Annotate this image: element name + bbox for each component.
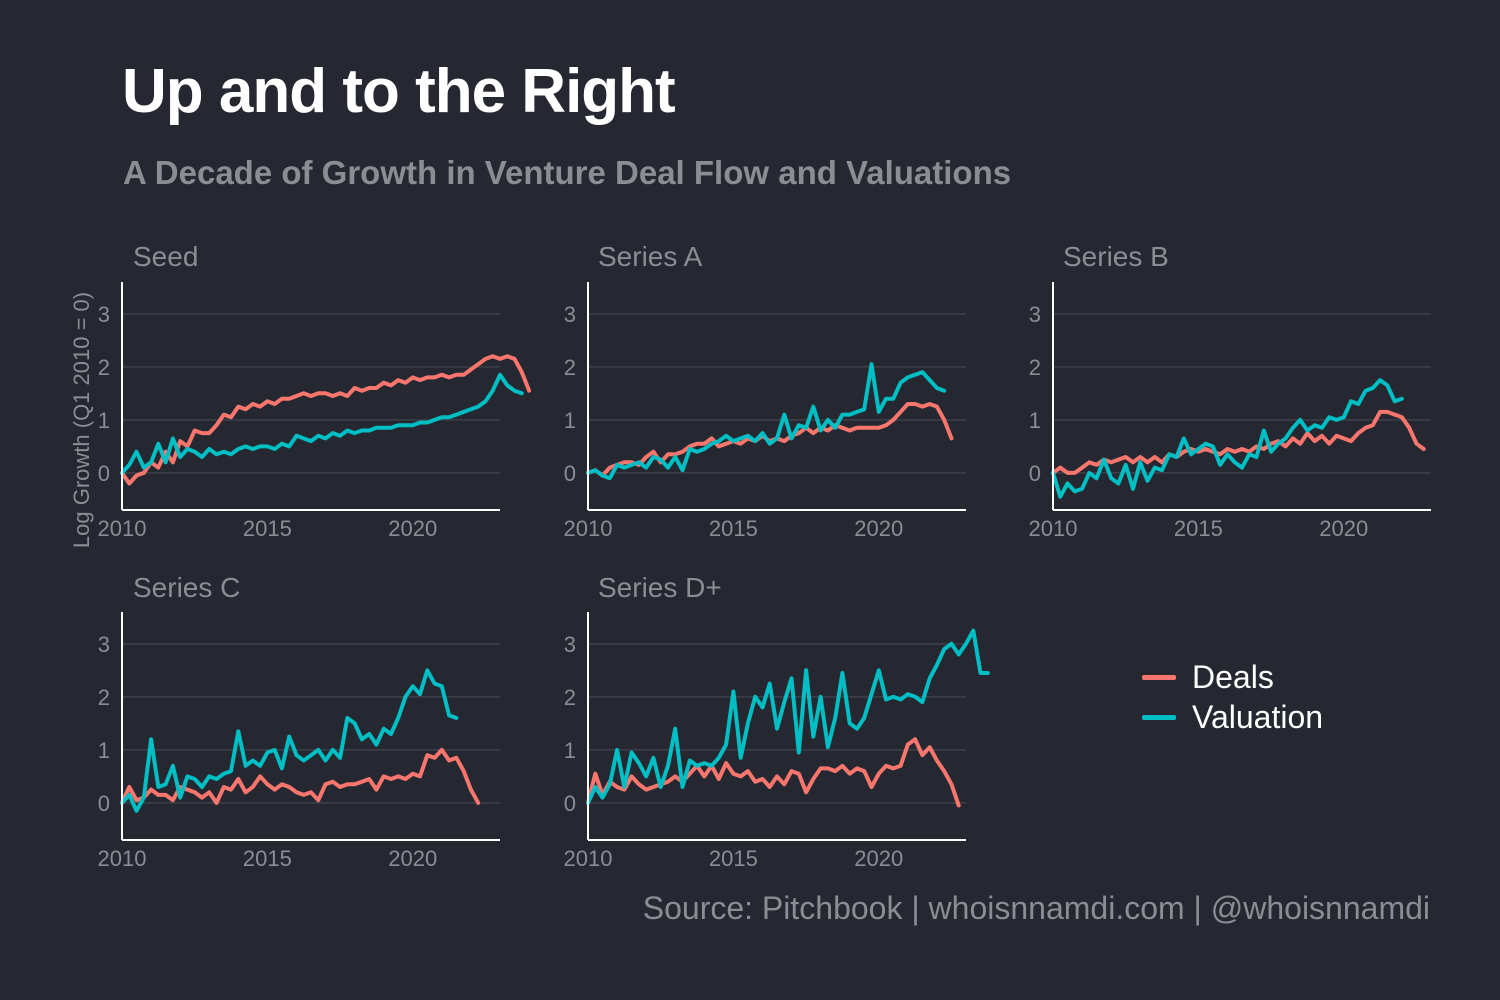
- source-caption: Source: Pitchbook | whoisnnamdi.com | @w…: [642, 890, 1430, 926]
- legend-item-valuation: Valuation: [1142, 697, 1323, 737]
- panel-title: Series B: [1063, 241, 1169, 272]
- chart-title: Up and to the Right: [122, 57, 676, 126]
- x-tick-label: 2020: [388, 846, 437, 871]
- panel-title: Seed: [133, 241, 198, 272]
- series-line-deals: [120, 747, 481, 805]
- y-tick-label: 0: [98, 791, 110, 816]
- x-tick-label: 2010: [98, 846, 147, 871]
- legend-swatch-deals: [1142, 674, 1176, 680]
- y-tick-label: 3: [1029, 302, 1041, 327]
- y-tick-label: 3: [564, 302, 576, 327]
- panel-title: Series D+: [598, 572, 722, 603]
- series-line-deals: [1051, 409, 1426, 475]
- series-line-valuation: [586, 628, 990, 805]
- x-tick-label: 2010: [98, 516, 147, 541]
- chart-subtitle: A Decade of Growth in Venture Deal Flow …: [123, 154, 1012, 191]
- x-tick-label: 2015: [1174, 516, 1223, 541]
- x-tick-label: 2015: [709, 516, 758, 541]
- panel-series-c: Series C 0 1 2 3 2010 2015 2020: [98, 572, 500, 871]
- legend-item-deals: Deals: [1142, 657, 1323, 697]
- x-tick-label: 2015: [243, 516, 292, 541]
- x-tick-label: 2020: [388, 516, 437, 541]
- x-tick-label: 2010: [1029, 516, 1078, 541]
- x-tick-label: 2020: [854, 516, 903, 541]
- y-tick-label: 3: [98, 302, 110, 327]
- series-line-valuation: [120, 668, 459, 813]
- y-tick-label: 2: [564, 685, 576, 710]
- panel-title: Series C: [133, 572, 240, 603]
- y-tick-label: 3: [98, 632, 110, 657]
- y-tick-label: 1: [98, 738, 110, 763]
- panel-title: Series A: [598, 241, 703, 272]
- series-line-deals: [586, 737, 961, 808]
- x-tick-label: 2015: [243, 846, 292, 871]
- series-line-valuation: [1051, 378, 1404, 499]
- y-tick-label: 2: [98, 355, 110, 380]
- y-tick-label: 1: [98, 408, 110, 433]
- y-tick-label: 3: [564, 632, 576, 657]
- legend: Deals Valuation: [1142, 657, 1323, 737]
- panel-series-a: Series A 0 1 2 3 2010 2015 2020: [564, 241, 966, 541]
- legend-label-deals: Deals: [1192, 658, 1274, 695]
- panel-series-d: Series D+ 0 1 2 3 2010 2015 2020: [564, 572, 990, 871]
- panel-seed: Seed 0 1 2 3 2010 2015 2020: [98, 241, 532, 541]
- legend-swatch-valuation: [1142, 714, 1176, 720]
- x-tick-label: 2010: [564, 846, 613, 871]
- y-tick-label: 1: [564, 408, 576, 433]
- series-line-valuation: [120, 372, 524, 475]
- x-tick-label: 2015: [709, 846, 758, 871]
- y-tick-label: 2: [1029, 355, 1041, 380]
- series-line-valuation: [586, 362, 947, 481]
- series-line-deals: [120, 354, 532, 486]
- y-tick-label: 0: [564, 791, 576, 816]
- x-tick-label: 2020: [854, 846, 903, 871]
- y-tick-label: 2: [564, 355, 576, 380]
- x-tick-label: 2020: [1319, 516, 1368, 541]
- y-tick-label: 0: [98, 461, 110, 486]
- y-tick-label: 0: [564, 461, 576, 486]
- y-tick-label: 2: [98, 685, 110, 710]
- y-tick-label: 0: [1029, 461, 1041, 486]
- panel-series-b: Series B 0 1 2 3 2010 2015 2020: [1029, 241, 1431, 541]
- y-tick-label: 1: [564, 738, 576, 763]
- y-tick-label: 1: [1029, 408, 1041, 433]
- legend-label-valuation: Valuation: [1192, 698, 1324, 735]
- x-tick-label: 2010: [564, 516, 613, 541]
